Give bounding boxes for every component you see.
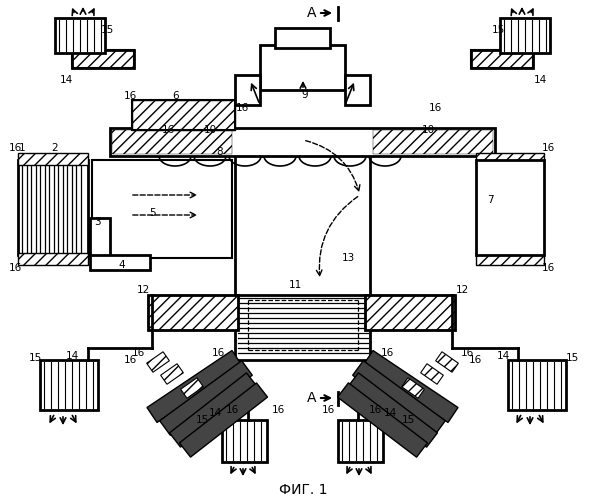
Text: 15: 15 [28,353,42,363]
Bar [260,45,345,90]
Text: 15: 15 [101,25,114,35]
Bar [436,352,458,372]
Text: 12: 12 [136,285,150,295]
Text: 16: 16 [211,348,225,358]
Bar [18,153,88,165]
Bar [72,50,134,68]
Text: 16: 16 [235,103,248,113]
Text: 3: 3 [94,217,101,227]
Text: 10: 10 [421,125,435,135]
Bar [148,295,238,330]
Bar [421,364,444,384]
Bar [345,75,370,105]
Text: 7: 7 [487,195,493,205]
Text: 14: 14 [65,351,79,361]
Text: 9: 9 [302,90,308,100]
Bar [235,295,370,360]
Text: 12: 12 [455,285,468,295]
Bar [373,130,493,154]
Text: 14: 14 [59,75,73,85]
Text: 14: 14 [384,408,396,418]
Bar [500,18,550,53]
Polygon shape [348,373,438,447]
Bar [508,360,566,410]
Text: 16: 16 [368,405,382,415]
Text: 16: 16 [428,103,442,113]
Bar [471,50,533,68]
Bar [132,100,235,130]
Text: 16: 16 [461,348,474,358]
Bar [235,75,260,105]
Bar [365,295,455,330]
Bar [338,420,383,462]
Text: 5: 5 [148,208,155,218]
Bar [90,218,110,258]
Text: 16: 16 [468,355,482,365]
Bar [476,253,544,265]
Bar [476,153,544,165]
Bar [55,18,105,53]
Text: 16: 16 [8,263,22,273]
Bar [112,130,232,154]
Text: 13: 13 [341,253,355,263]
Text: 16: 16 [541,263,554,273]
Bar [110,128,495,156]
Polygon shape [160,360,252,436]
Bar [72,50,134,68]
Bar [181,378,204,398]
Bar [222,420,267,462]
Bar [132,100,235,130]
Text: 16: 16 [321,405,335,415]
Text: 8: 8 [217,147,224,157]
Polygon shape [147,350,242,422]
Text: 10: 10 [204,125,216,135]
Text: A: A [307,6,317,20]
Text: 16: 16 [124,91,136,101]
Bar [275,28,330,48]
Text: 16: 16 [161,125,175,135]
Text: 6: 6 [173,91,179,101]
Text: 15: 15 [401,415,415,425]
Text: A: A [307,391,317,405]
Text: 16: 16 [124,355,136,365]
Text: 14: 14 [496,351,510,361]
Polygon shape [353,360,445,436]
Bar [476,160,544,255]
Polygon shape [338,383,427,457]
Bar [365,295,455,330]
Bar [18,160,88,255]
Bar [147,352,169,372]
Polygon shape [179,383,267,457]
Bar [90,255,150,270]
Text: 2: 2 [52,143,58,153]
Text: 14: 14 [208,408,222,418]
Text: 16: 16 [271,405,285,415]
Text: 16: 16 [381,348,394,358]
Text: 16: 16 [541,143,554,153]
Text: 15: 15 [565,353,579,363]
Text: 14: 14 [533,75,547,85]
Text: 16: 16 [225,405,239,415]
Bar [40,360,98,410]
Text: 15: 15 [491,25,505,35]
Text: 16: 16 [132,348,145,358]
Bar [235,130,370,305]
Text: 16: 16 [8,143,22,153]
Text: 15: 15 [195,415,208,425]
Bar [148,295,238,330]
Text: 11: 11 [288,280,302,290]
Text: 4: 4 [119,260,125,270]
Text: 1: 1 [19,143,25,153]
Bar [402,378,424,398]
Bar [471,50,533,68]
Bar [92,160,232,258]
Polygon shape [363,350,458,422]
Text: ФИГ. 1: ФИГ. 1 [279,483,327,497]
Bar [18,253,88,265]
Bar [161,364,184,384]
Polygon shape [170,373,258,447]
